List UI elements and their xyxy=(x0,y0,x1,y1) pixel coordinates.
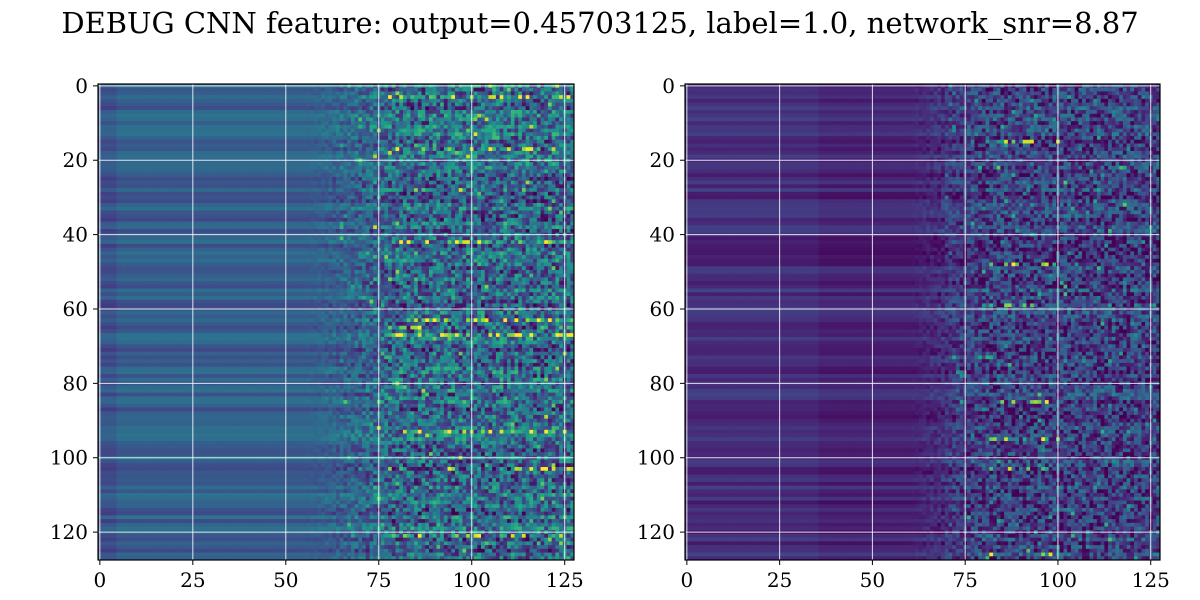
x-tick-label: 25 xyxy=(180,568,205,592)
x-tick-label: 75 xyxy=(952,568,977,592)
x-tick-label: 0 xyxy=(680,568,693,592)
y-tick-label: 40 xyxy=(650,223,675,247)
heatmap-cells xyxy=(685,84,1160,560)
x-tick-label: 50 xyxy=(273,568,298,592)
x-tick-label: 0 xyxy=(93,568,106,592)
y-tick-label: 100 xyxy=(50,446,88,470)
x-tick-label: 125 xyxy=(1132,568,1170,592)
y-tick-label: 80 xyxy=(63,371,88,395)
y-tick-label: 60 xyxy=(650,297,675,321)
y-tick-label: 40 xyxy=(63,223,88,247)
y-tick-label: 20 xyxy=(63,148,88,172)
y-tick-label: 120 xyxy=(637,520,675,544)
x-tick-label: 50 xyxy=(860,568,885,592)
x-tick-label: 100 xyxy=(1039,568,1077,592)
y-tick-label: 0 xyxy=(662,74,675,98)
y-tick-label: 80 xyxy=(650,371,675,395)
y-tick-label: 0 xyxy=(75,74,88,98)
y-tick-label: 100 xyxy=(637,446,675,470)
x-tick-label: 125 xyxy=(546,568,584,592)
y-tick-label: 120 xyxy=(50,520,88,544)
heatmap-panel-left: 0 25 50 75 100 125 0 20 40 60 80 100 120 xyxy=(50,74,584,592)
x-tick-label: 100 xyxy=(453,568,491,592)
x-tick-label: 75 xyxy=(366,568,391,592)
x-tick-label: 25 xyxy=(767,568,792,592)
heatmap-cells xyxy=(98,84,574,560)
y-tick-label: 60 xyxy=(63,297,88,321)
y-tick-label: 20 xyxy=(650,148,675,172)
heatmap-panel-right: 0 25 50 75 100 125 0 20 40 60 80 100 120 xyxy=(637,74,1170,592)
